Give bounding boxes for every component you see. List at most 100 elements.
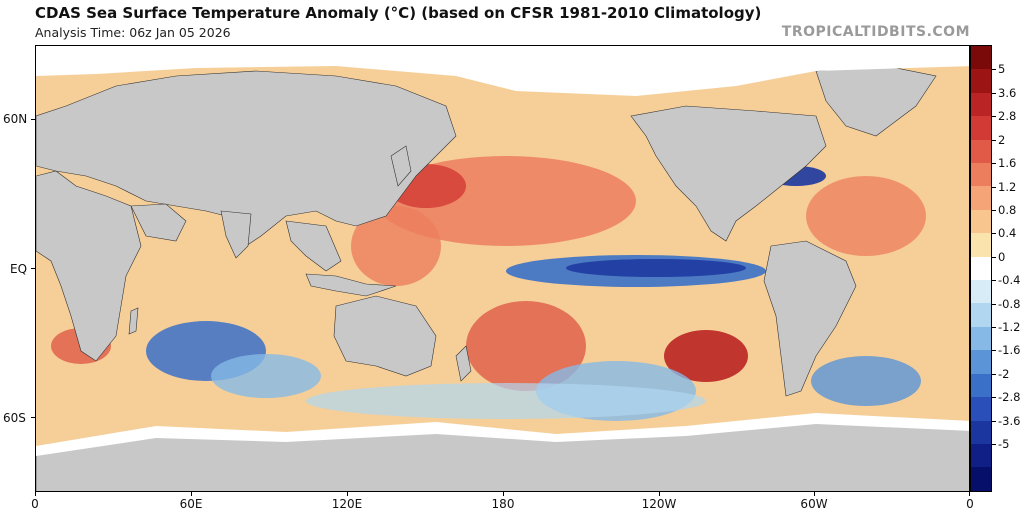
lat-label-60s: 60S xyxy=(3,411,26,425)
colorbar-label: 1.2 xyxy=(998,179,1017,194)
lat-label-60n: 60N xyxy=(3,112,28,126)
colorbar xyxy=(970,45,992,492)
colorbar-label: -1.2 xyxy=(998,320,1021,335)
map-canvas xyxy=(36,46,969,491)
sea-ice-antarctic xyxy=(36,413,969,456)
colorbar-tick xyxy=(992,139,996,141)
colorbar-label: 2.8 xyxy=(998,109,1017,124)
anomaly-patch-spac-warm xyxy=(466,301,586,391)
colorbar-swatch xyxy=(971,233,991,257)
anomaly-patch-north-atlantic-warm xyxy=(806,176,926,256)
colorbar-tick xyxy=(992,256,996,258)
colorbar-label: -2 xyxy=(998,366,1010,381)
colorbar-tick xyxy=(992,350,996,352)
colorbar-swatch xyxy=(971,443,991,468)
lat-label-eq: EQ xyxy=(10,262,28,276)
lon-tick xyxy=(969,492,970,496)
colorbar-swatch xyxy=(971,373,991,398)
colorbar-label: -0.4 xyxy=(998,273,1021,288)
landmass-eurasia xyxy=(36,70,457,247)
colorbar-swatch xyxy=(971,69,991,93)
colorbar-swatch xyxy=(971,280,991,304)
colorbar-tick xyxy=(992,186,996,188)
lon-tick xyxy=(814,492,815,496)
lon-label-60e: 60E xyxy=(179,497,203,511)
colorbar-tick xyxy=(992,327,996,329)
landmass-madagascar xyxy=(128,307,139,335)
landmass-india xyxy=(220,210,252,259)
colorbar-label: 0 xyxy=(998,249,1006,264)
colorbar-swatch xyxy=(971,186,991,210)
colorbar-label: 0.4 xyxy=(998,226,1017,241)
chart-title: CDAS Sea Surface Temperature Anomaly (°C… xyxy=(35,4,762,22)
colorbar-label: -5 xyxy=(998,437,1010,452)
colorbar-label: -3.6 xyxy=(998,413,1021,428)
lon-tick xyxy=(35,492,36,496)
colorbar-swatch xyxy=(971,92,991,117)
colorbar-swatch xyxy=(971,209,991,234)
colorbar-swatch xyxy=(971,350,991,374)
landmass-south-america xyxy=(763,240,857,397)
colorbar-label: 5 xyxy=(998,62,1006,77)
sst-anomaly-map xyxy=(35,45,970,492)
land-masses xyxy=(36,65,969,491)
sea-ice xyxy=(36,46,969,456)
colorbar-swatch xyxy=(971,420,991,444)
anomaly-patch-indian-cold-2 xyxy=(211,354,321,398)
colorbar-tick xyxy=(992,303,996,305)
landmass-japan xyxy=(390,145,412,187)
colorbar-tick xyxy=(992,397,996,399)
colorbar-tick xyxy=(992,280,996,282)
colorbar-tick xyxy=(992,420,996,422)
lon-tick xyxy=(503,492,504,496)
lon-label-180: 180 xyxy=(491,497,515,511)
landmass-arabia xyxy=(130,203,187,242)
colorbar-tick xyxy=(992,209,996,211)
colorbar-tick xyxy=(992,233,996,235)
lon-label-0-right: 0 xyxy=(966,497,974,511)
landmass-north-america xyxy=(630,105,827,242)
lon-tick xyxy=(347,492,348,496)
landmass-southeast-asia xyxy=(285,220,342,272)
lon-label-0: 0 xyxy=(31,497,39,511)
colorbar-tick xyxy=(992,92,996,94)
lon-tick xyxy=(659,492,660,496)
colorbar-swatch xyxy=(971,163,991,187)
lon-label-120w: 120W xyxy=(641,497,677,511)
anomaly-patch-south-atlantic-cold xyxy=(811,356,921,406)
anomaly-patch-southern-ocean-cold xyxy=(306,383,706,419)
lat-tick xyxy=(31,268,35,269)
colorbar-swatch xyxy=(971,116,991,140)
colorbar-swatch xyxy=(971,467,991,491)
site-watermark: TROPICALTIDBITS.COM xyxy=(781,24,970,40)
landmass-australia xyxy=(333,295,437,377)
anomaly-patch-wpac-warm xyxy=(351,206,441,286)
colorbar-swatch xyxy=(971,256,991,281)
colorbar-tick xyxy=(992,373,996,375)
colorbar-label: -1.6 xyxy=(998,343,1021,358)
colorbar-swatch xyxy=(971,326,991,351)
landmass-indonesia xyxy=(305,273,397,297)
analysis-time: Analysis Time: 06z Jan 05 2026 xyxy=(35,25,231,40)
lat-tick xyxy=(31,119,35,120)
colorbar-label: 3.6 xyxy=(998,85,1017,100)
colorbar-tick xyxy=(992,163,996,165)
colorbar-swatch xyxy=(971,139,991,164)
colorbar-tick xyxy=(992,69,996,71)
lon-tick xyxy=(191,492,192,496)
landmass-africa xyxy=(36,170,142,362)
anomaly-patch-spac-hotspot xyxy=(664,330,748,382)
colorbar-tick xyxy=(992,116,996,118)
landmass-new-zealand xyxy=(455,345,472,382)
colorbar-tick xyxy=(992,444,996,446)
lat-tick xyxy=(31,417,35,418)
colorbar-label: -2.8 xyxy=(998,390,1021,405)
lon-label-120e: 120E xyxy=(331,497,363,511)
colorbar-label: 0.8 xyxy=(998,202,1017,217)
colorbar-swatch xyxy=(971,303,991,327)
anomaly-patch-equatorial-cold-core xyxy=(566,259,746,277)
colorbar-label: 2 xyxy=(998,132,1006,147)
colorbar-label: 1.6 xyxy=(998,156,1017,171)
colorbar-label: -0.8 xyxy=(998,296,1021,311)
lon-label-60w: 60W xyxy=(800,497,828,511)
